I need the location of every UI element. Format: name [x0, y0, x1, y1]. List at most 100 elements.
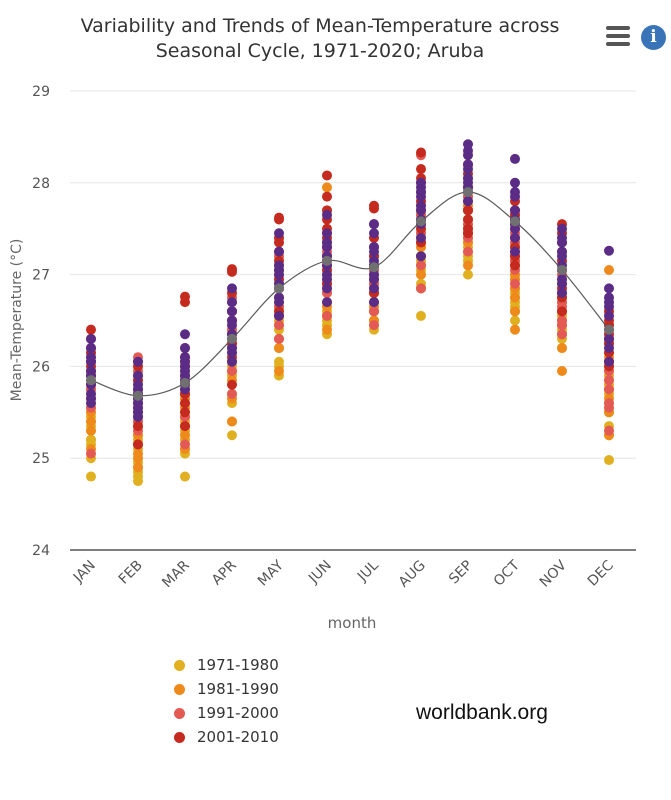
menu-bar	[606, 34, 630, 38]
data-point	[463, 269, 473, 280]
data-point	[133, 356, 143, 367]
data-point	[133, 462, 143, 473]
trend-point	[86, 375, 96, 386]
data-point	[604, 283, 614, 294]
legend-label: 1971-1980	[197, 656, 279, 674]
y-axis-ticks: 24 25 26 27 28 29	[32, 84, 50, 559]
y-tick-label: 25	[32, 451, 50, 467]
x-tick-label: JAN	[70, 558, 99, 587]
legend: 1971-1980 1981-1990 1991-2000 2001-2010	[174, 653, 279, 749]
data-point	[416, 269, 426, 280]
legend-label: 1991-2000	[197, 704, 279, 722]
legend-item[interactable]: 2001-2010	[174, 725, 279, 749]
data-point	[604, 455, 614, 466]
data-points	[86, 139, 614, 487]
data-point	[463, 260, 473, 271]
data-point	[274, 237, 284, 248]
data-point	[133, 402, 143, 413]
data-point	[227, 320, 237, 331]
data-point	[86, 352, 96, 363]
data-point	[86, 425, 96, 436]
data-point	[604, 384, 614, 395]
data-point	[86, 416, 96, 427]
x-tick-label: OCT	[491, 557, 523, 589]
trend-point	[274, 283, 284, 294]
data-point	[557, 246, 567, 257]
legend-swatch	[174, 707, 185, 719]
data-point	[510, 205, 520, 216]
x-tick-label: APR	[209, 557, 240, 588]
x-tick-label: JUL	[354, 557, 382, 585]
y-tick-label: 26	[32, 359, 50, 375]
data-point	[604, 292, 614, 303]
data-point	[604, 265, 614, 276]
data-point	[274, 228, 284, 239]
x-tick-label: MAR	[159, 557, 193, 591]
legend-item[interactable]: 1971-1980	[174, 653, 279, 677]
data-point	[227, 388, 237, 399]
data-point	[274, 246, 284, 257]
data-point	[180, 398, 190, 409]
x-axis-ticks: JAN FEB MAR APR MAY JUN JUL AUG SEP OCT NOV DEC	[70, 557, 617, 591]
menu-bar	[606, 42, 630, 46]
data-point	[180, 407, 190, 418]
data-point	[369, 246, 379, 257]
data-point	[416, 260, 426, 271]
trend-layer	[86, 186, 614, 401]
data-point	[180, 291, 190, 302]
data-point	[557, 278, 567, 289]
data-point	[86, 365, 96, 376]
hamburger-menu-icon[interactable]	[606, 26, 630, 48]
data-point	[133, 453, 143, 464]
data-point	[227, 379, 237, 390]
info-icon[interactable]: i	[641, 25, 666, 50]
legend-item[interactable]: 1981-1990	[174, 677, 279, 701]
trend-point	[463, 186, 473, 197]
legend-swatch	[174, 659, 185, 671]
data-point	[416, 200, 426, 211]
data-point	[416, 283, 426, 294]
x-tick-label: AUG	[396, 558, 429, 591]
data-point	[557, 306, 567, 317]
data-point	[227, 430, 237, 441]
data-point	[510, 315, 520, 326]
legend-label: 1981-1990	[197, 680, 279, 698]
data-point	[463, 177, 473, 188]
y-tick-label: 28	[32, 176, 50, 192]
data-point	[180, 439, 190, 450]
legend-swatch	[174, 731, 185, 743]
data-point	[416, 164, 426, 175]
data-point	[416, 251, 426, 262]
data-point	[274, 333, 284, 344]
y-tick-label: 27	[32, 268, 50, 284]
data-point	[322, 274, 332, 285]
legend-label: 2001-2010	[197, 728, 279, 746]
data-point	[322, 191, 332, 202]
trend-point	[604, 324, 614, 335]
data-point	[86, 434, 96, 445]
data-point	[463, 228, 473, 239]
data-point	[322, 310, 332, 321]
data-point	[86, 333, 96, 344]
chart-title: Variability and Trends of Mean-Temperatu…	[40, 14, 600, 64]
data-point	[227, 264, 237, 275]
data-point	[557, 365, 567, 376]
trend-point	[180, 377, 190, 388]
data-point	[557, 223, 567, 234]
data-point	[322, 283, 332, 294]
data-point	[274, 365, 284, 376]
data-point	[86, 448, 96, 459]
chart-title-line-2: Seasonal Cycle, 1971-2020; Aruba	[155, 40, 485, 62]
data-point	[274, 292, 284, 303]
legend-item[interactable]: 1991-2000	[174, 701, 279, 725]
data-point	[604, 301, 614, 312]
data-point	[369, 283, 379, 294]
source-credit: worldbank.org	[416, 701, 548, 724]
data-point	[557, 232, 567, 243]
data-point	[557, 320, 567, 331]
x-tick-label: JUN	[305, 558, 335, 588]
data-point	[133, 471, 143, 482]
data-point	[604, 402, 614, 413]
data-point	[180, 421, 190, 432]
data-point	[463, 246, 473, 257]
